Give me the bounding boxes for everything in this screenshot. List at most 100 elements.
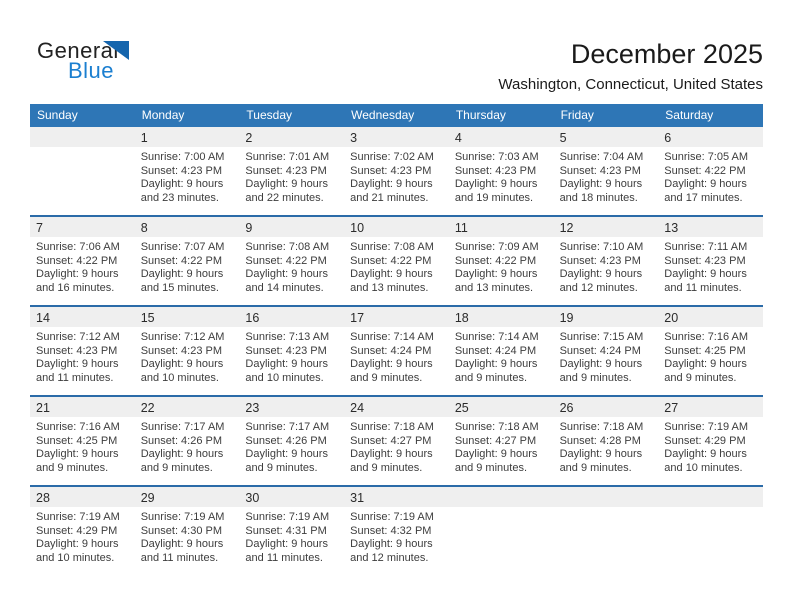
day-number: 2 — [239, 127, 345, 147]
day-cell-23: 23 Sunrise: 7:17 AM Sunset: 4:26 PM Dayligh… — [239, 397, 345, 485]
sunrise-text: Sunrise: 7:01 AM — [245, 151, 330, 163]
daylight-text: and 12 minutes. — [559, 281, 638, 294]
day-cell-17: 17 Sunrise: 7:14 AM Sunset: 4:24 PM Dayligh… — [344, 307, 449, 395]
sun-info: Sunrise: 7:19 AM Sunset: 4:29 PM Daylight:… — [658, 417, 763, 485]
daylight-text: Daylight: 9 hours — [36, 268, 119, 280]
day-cell-empty — [553, 487, 659, 575]
sunset-text: Sunset: 4:22 PM — [245, 254, 327, 267]
sun-info: Sunrise: 7:19 AM Sunset: 4:29 PM Daylight:… — [30, 507, 135, 575]
daylight-text: and 11 minutes. — [245, 551, 323, 564]
day-number: 4 — [448, 127, 554, 147]
sunset-text: Sunset: 4:23 PM — [245, 344, 327, 357]
day-cell-15: 15 Sunrise: 7:12 AM Sunset: 4:23 PM Dayligh… — [134, 307, 240, 395]
day-number: 16 — [239, 307, 345, 327]
day-cell-10: 10 Sunrise: 7:08 AM Sunset: 4:22 PM Dayligh… — [344, 217, 449, 305]
day-cell-empty — [658, 487, 763, 575]
sun-info: Sunrise: 7:01 AM Sunset: 4:23 PM Daylight:… — [239, 147, 344, 215]
day-number: 25 — [448, 397, 554, 417]
daylight-text: Daylight: 9 hours — [140, 178, 224, 190]
sunrise-text: Sunrise: 7:14 AM — [454, 331, 539, 343]
day-number: 6 — [658, 127, 763, 147]
sunset-text: Sunset: 4:27 PM — [350, 434, 432, 447]
daylight-text: and 10 minutes. — [140, 371, 219, 384]
day-number: 3 — [344, 127, 449, 147]
sunrise-text: Sunrise: 7:18 AM — [454, 421, 539, 433]
day-cell-29: 29 Sunrise: 7:19 AM Sunset: 4:30 PM Dayligh… — [134, 487, 240, 575]
page-subtitle: Washington, Connecticut, United States — [498, 76, 763, 93]
sunrise-text: Sunrise: 7:00 AM — [140, 151, 225, 163]
daylight-text: Daylight: 9 hours — [664, 448, 747, 460]
sunset-text: Sunset: 4:26 PM — [245, 434, 327, 447]
daylight-text: Daylight: 9 hours — [140, 268, 224, 280]
sun-info: Sunrise: 7:14 AM Sunset: 4:24 PM Daylight:… — [344, 327, 449, 395]
week-row-1: 1 Sunrise: 7:00 AM Sunset: 4:23 PM Daylight… — [30, 127, 763, 215]
daylight-text: and 10 minutes. — [245, 371, 324, 384]
daylight-text: and 12 minutes. — [350, 551, 429, 564]
weekday-header-monday: Monday — [141, 108, 185, 122]
sun-info: Sunrise: 7:10 AM Sunset: 4:23 PM Daylight:… — [554, 237, 659, 305]
daylight-text: and 18 minutes. — [559, 191, 638, 204]
daylight-text: Daylight: 9 hours — [245, 538, 328, 550]
sunrise-text: Sunrise: 7:17 AM — [140, 421, 225, 433]
day-cell-empty — [30, 127, 135, 215]
sunrise-text: Sunrise: 7:19 AM — [350, 511, 434, 523]
daylight-text: and 15 minutes. — [140, 281, 219, 294]
sunset-text: Sunset: 4:22 PM — [36, 254, 118, 267]
sunrise-text: Sunrise: 7:08 AM — [245, 241, 330, 253]
day-number: 30 — [239, 487, 345, 507]
sunrise-text: Sunrise: 7:07 AM — [140, 241, 225, 253]
day-cell-1: 1 Sunrise: 7:00 AM Sunset: 4:23 PM Daylight… — [134, 127, 240, 215]
daylight-text: and 9 minutes. — [350, 371, 423, 384]
daylight-text: and 10 minutes. — [664, 461, 743, 474]
daylight-text: Daylight: 9 hours — [664, 178, 747, 190]
daylight-text: Daylight: 9 hours — [36, 538, 119, 550]
daylight-text: and 11 minutes. — [140, 551, 219, 564]
daylight-text: and 9 minutes. — [454, 371, 527, 384]
daylight-text: Daylight: 9 hours — [36, 448, 119, 460]
calendar-body: 1 Sunrise: 7:00 AM Sunset: 4:23 PM Daylight… — [30, 127, 763, 575]
day-number: 5 — [553, 127, 659, 147]
sun-info: Sunrise: 7:12 AM Sunset: 4:23 PM Daylight:… — [30, 327, 135, 395]
day-number — [658, 487, 763, 507]
day-cell-5: 5 Sunrise: 7:04 AM Sunset: 4:23 PM Daylight… — [553, 127, 659, 215]
day-cell-27: 27 Sunrise: 7:19 AM Sunset: 4:29 PM Dayligh… — [658, 397, 763, 485]
sunrise-text: Sunrise: 7:19 AM — [36, 511, 120, 523]
sunrise-text: Sunrise: 7:18 AM — [350, 421, 434, 433]
daylight-text: Daylight: 9 hours — [454, 358, 538, 370]
sun-info: Sunrise: 7:17 AM Sunset: 4:26 PM Daylight:… — [135, 417, 240, 485]
day-cell-31: 31 Sunrise: 7:19 AM Sunset: 4:32 PM Dayligh… — [344, 487, 449, 575]
day-cell-18: 18 Sunrise: 7:14 AM Sunset: 4:24 PM Dayligh… — [448, 307, 554, 395]
sunset-text: Sunset: 4:22 PM — [664, 164, 746, 177]
sunset-text: Sunset: 4:30 PM — [140, 524, 223, 537]
day-cell-16: 16 Sunrise: 7:13 AM Sunset: 4:23 PM Dayligh… — [239, 307, 345, 395]
week-row-2: 7 Sunrise: 7:06 AM Sunset: 4:22 PM Daylight… — [30, 215, 763, 305]
sunrise-text: Sunrise: 7:14 AM — [350, 331, 434, 343]
daylight-text: and 13 minutes. — [454, 281, 534, 294]
sunset-text: Sunset: 4:23 PM — [559, 254, 641, 267]
daylight-text: and 11 minutes. — [664, 281, 742, 294]
title-block: December 2025 Washington, Connecticut, U… — [498, 38, 763, 94]
day-cell-22: 22 Sunrise: 7:17 AM Sunset: 4:26 PM Dayligh… — [134, 397, 240, 485]
sunset-text: Sunset: 4:23 PM — [350, 164, 432, 177]
sunset-text: Sunset: 4:23 PM — [140, 164, 223, 177]
sun-info: Sunrise: 7:04 AM Sunset: 4:23 PM Daylight:… — [554, 147, 659, 215]
day-number: 13 — [658, 217, 763, 237]
daylight-text: Daylight: 9 hours — [245, 178, 328, 190]
daylight-text: and 22 minutes. — [245, 191, 324, 204]
daylight-text: and 11 minutes. — [36, 371, 114, 384]
daylight-text: and 9 minutes. — [140, 461, 213, 474]
sunrise-text: Sunrise: 7:05 AM — [664, 151, 749, 163]
sun-info: Sunrise: 7:18 AM Sunset: 4:28 PM Daylight:… — [554, 417, 659, 485]
day-number: 15 — [134, 307, 240, 327]
logo-text-general: General — [37, 38, 119, 63]
day-number: 29 — [134, 487, 240, 507]
day-cell-14: 14 Sunrise: 7:12 AM Sunset: 4:23 PM Dayligh… — [30, 307, 135, 395]
day-cell-4: 4 Sunrise: 7:03 AM Sunset: 4:23 PM Daylight… — [448, 127, 554, 215]
sunrise-text: Sunrise: 7:02 AM — [350, 151, 434, 163]
daylight-text: Daylight: 9 hours — [36, 358, 119, 370]
day-number: 21 — [30, 397, 135, 417]
sunrise-text: Sunrise: 7:12 AM — [36, 331, 120, 343]
day-number: 23 — [239, 397, 345, 417]
daylight-text: Daylight: 9 hours — [559, 178, 643, 190]
